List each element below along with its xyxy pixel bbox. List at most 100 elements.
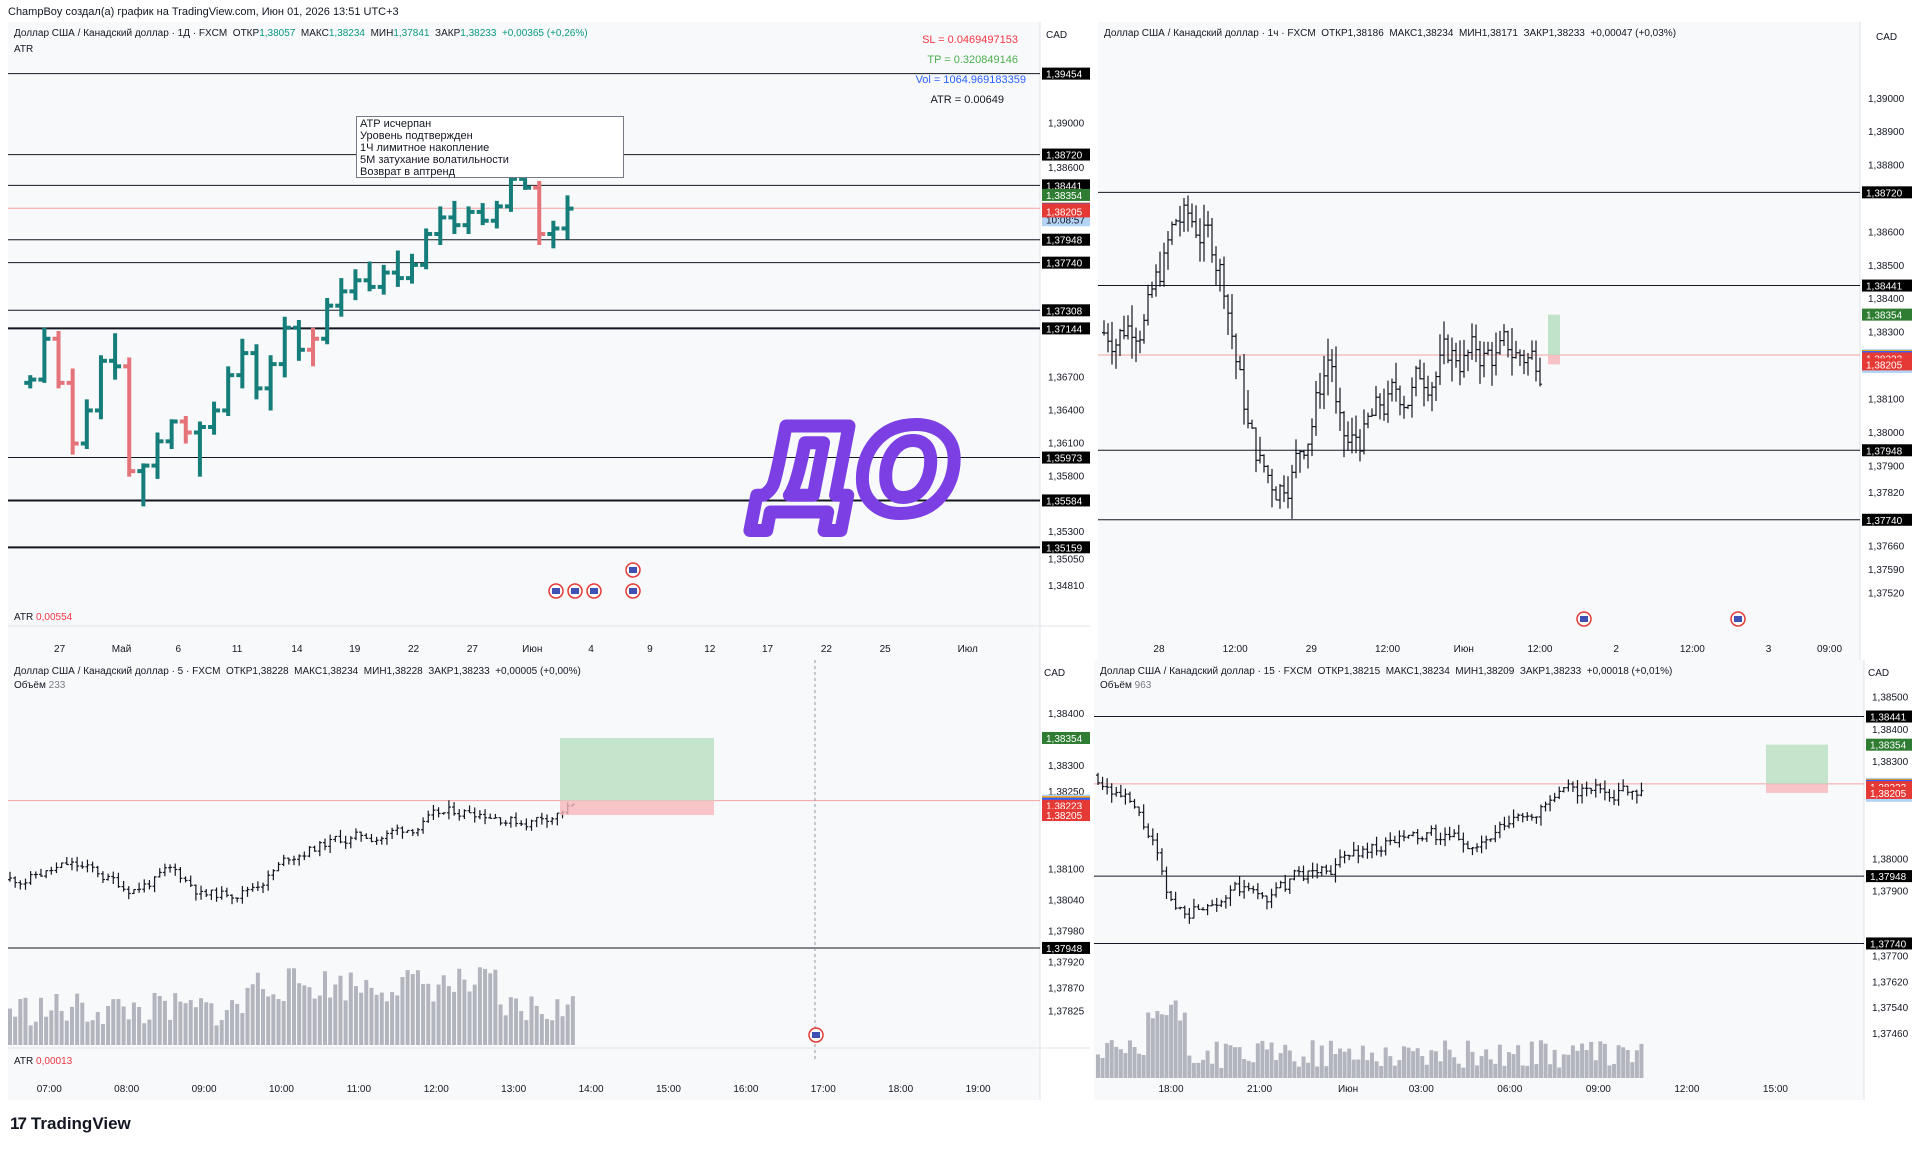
volume-bar [1475,1065,1480,1078]
y-tick-label: 1,37590 [1868,565,1905,576]
volume-bar [59,1010,64,1045]
y-tick-label: 1,34810 [1048,581,1085,592]
x-tick-label: 12 [704,644,716,655]
y-tick-label: 1,38900 [1868,127,1905,138]
currency-label[interactable]: CAD [1044,668,1066,679]
change-value: +0,00365 (+0,26%) [501,28,588,39]
volume-bar [1630,1062,1635,1078]
price-level-badge [1042,179,1090,192]
close-label: ЗАКР [435,28,461,39]
volume-bar [157,995,162,1045]
volume-bar [348,972,353,1045]
x-tick-label: 16:00 [733,1084,758,1095]
atr-pane-legend[interactable]: ATR 0,00013 [14,1056,72,1067]
volume-bar [23,997,28,1045]
currency-label[interactable]: CAD [1876,32,1898,43]
symbol-title[interactable]: Доллар США / Канадский доллар · 1Д · FXC… [14,28,228,39]
price-level-label: 1,38354 [1866,311,1903,322]
symbol-title[interactable]: Доллар США / Канадский доллар · 1ч · FXC… [1104,28,1316,39]
volume-bar [1516,1045,1521,1078]
currency-label[interactable]: CAD [1046,30,1068,41]
low-label: МИН [363,666,387,677]
y-tick-label: 1,37540 [1872,1003,1909,1014]
volume-bar [503,1015,508,1045]
symbol-title[interactable]: Доллар США / Канадский доллар · 5 · FXCM [14,666,221,677]
volume-bar [1219,1067,1224,1078]
volume-bar [204,1002,209,1045]
volume-legend[interactable]: Объём 963 [1100,680,1151,691]
atr-pane-legend[interactable]: ATR 0,00554 [14,612,72,623]
share-caption: ChampBoy создал(а) график на TradingView… [8,6,399,18]
volume-bar [1274,1060,1279,1078]
volume-bar [126,1019,131,1045]
volume-bar [137,1006,142,1045]
analysis-note[interactable]: АТР исчерпан Уровень подтвержден 1Ч лими… [356,116,624,178]
x-tick-label: 22 [408,644,420,655]
volume-bar [384,1001,389,1045]
y-tick-label: 1,37900 [1868,461,1905,472]
volume-bar [1502,1065,1507,1078]
chart-pane-m5[interactable]: 1,38400 1,38300 1,38250 1,38100 1,38040 1,379… [8,660,1090,1100]
tradingview-brand[interactable]: 17 TradingView [10,1114,131,1134]
x-tick-label: 14:00 [579,1084,604,1095]
currency-label[interactable]: CAD [1868,668,1890,679]
price-level-badge [1042,205,1090,218]
volume-bar [333,984,338,1045]
symbol-title[interactable]: Доллар США / Канадский доллар · 15 · FXC… [1100,666,1313,677]
volume-bar [1479,1056,1484,1078]
volume-bar [369,987,374,1045]
y-tick-label: 1,37700 [1872,951,1909,962]
price-level-badge [1042,188,1090,201]
x-tick-label: 4 [588,644,594,655]
chart-m15-svg[interactable]: 1,38500 1,38400 1,38300 1,38000 1,37900 1,377… [1094,660,1912,1100]
y-tick-label: 1,37825 [1048,1007,1085,1018]
x-tick-label: 09:00 [1586,1084,1611,1095]
price-level-badge [1042,304,1090,317]
volume-bar [261,989,266,1045]
volume-bar [209,1003,214,1045]
volume-bar [111,999,116,1045]
chart-pane-h1[interactable]: 1,39000 1,38900 1,38800 1,38600 1,38500 1,384… [1098,22,1912,660]
volume-bar [1141,1055,1146,1078]
indicator-label-atr[interactable]: ATR [14,44,34,55]
price-level-badge [1866,738,1912,751]
high-value: 1,38234 [1417,28,1454,39]
volume-legend[interactable]: Объём 233 [14,680,65,691]
volume-bar [493,969,498,1045]
volume-bar [250,984,255,1045]
volume-bar [457,968,462,1045]
chart-h1-svg[interactable]: 1,39000 1,38900 1,38800 1,38600 1,38500 1,384… [1098,22,1912,660]
volume-bar [1356,1059,1361,1078]
volume-bar [1621,1047,1626,1078]
volume-bar [116,999,121,1045]
y-tick-label: 1,38040 [1048,895,1085,906]
x-tick-label: Май [112,644,132,655]
volume-bar [374,994,379,1045]
volume-bar [1575,1050,1580,1078]
x-tick-label: 19 [349,644,361,655]
y-tick-label: 1,38600 [1868,227,1905,238]
chart-m5-svg[interactable]: 1,38400 1,38300 1,38250 1,38100 1,38040 1,379… [8,660,1090,1100]
atr-label: ATR [14,1056,34,1067]
volume-bar [1424,1064,1429,1078]
note-line: Уровень подтвержден [360,130,473,142]
x-tick-label: 12:00 [1375,644,1400,655]
x-tick-label: 12:00 [1674,1084,1699,1095]
volume-bar [1447,1049,1452,1078]
volume-bar [1383,1047,1388,1078]
volume-bar [1210,1063,1215,1078]
volume-bar [44,1016,49,1045]
price-level-label: 1,35973 [1046,454,1083,465]
volume-bar [1484,1049,1489,1078]
brand-name: TradingView [30,1114,131,1133]
volume-bar [188,1000,193,1045]
price-axis [1040,660,1090,1100]
y-tick-label: 1,38400 [1868,294,1905,305]
chart-pane-daily[interactable]: 1,39000 1,38600 1,36700 1,36400 1,36100 1,358… [8,22,1090,660]
chart-pane-m15[interactable]: 1,38500 1,38400 1,38300 1,38000 1,37900 1,377… [1094,660,1912,1100]
volume-bar [1242,1059,1247,1078]
volume-bar [519,1011,524,1045]
x-tick-label: Июл [958,644,978,655]
price-level-label: 1,37948 [1046,236,1083,247]
stat-sl: SL = 0.0469497153 [922,34,1018,46]
